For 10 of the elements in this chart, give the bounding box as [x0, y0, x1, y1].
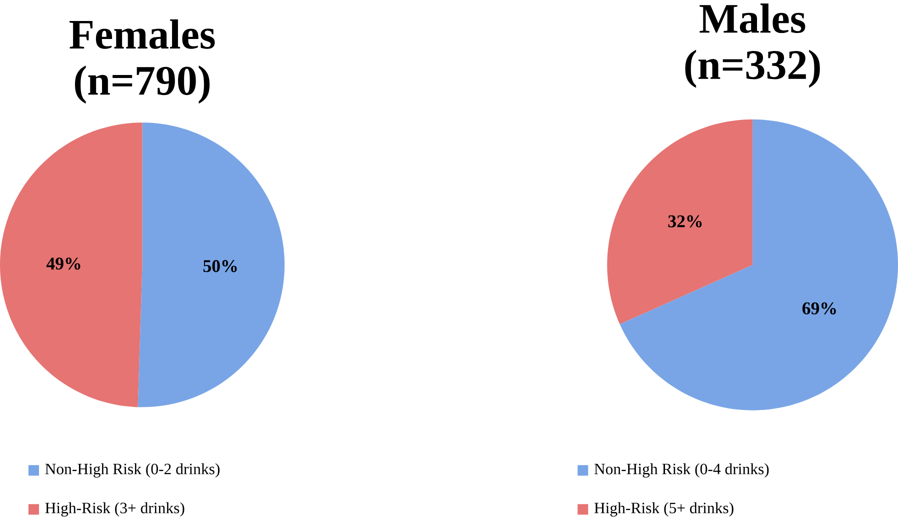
legend-label: High-Risk (3+ drinks)	[45, 502, 184, 517]
legend-label: Non-High Risk (0-4 drinks)	[594, 463, 769, 478]
data-label: 32%	[668, 215, 702, 228]
chart-title: Females (n=790)	[70, 19, 215, 104]
legend-label: High-Risk (5+ drinks)	[594, 502, 734, 517]
data-label: 49%	[46, 258, 80, 270]
legend-label: Non-High Risk (0-2 drinks)	[45, 463, 220, 478]
chart-title: Males (n=332)	[685, 3, 820, 88]
data-label: 50%	[203, 260, 237, 272]
data-label: 69%	[802, 302, 836, 314]
